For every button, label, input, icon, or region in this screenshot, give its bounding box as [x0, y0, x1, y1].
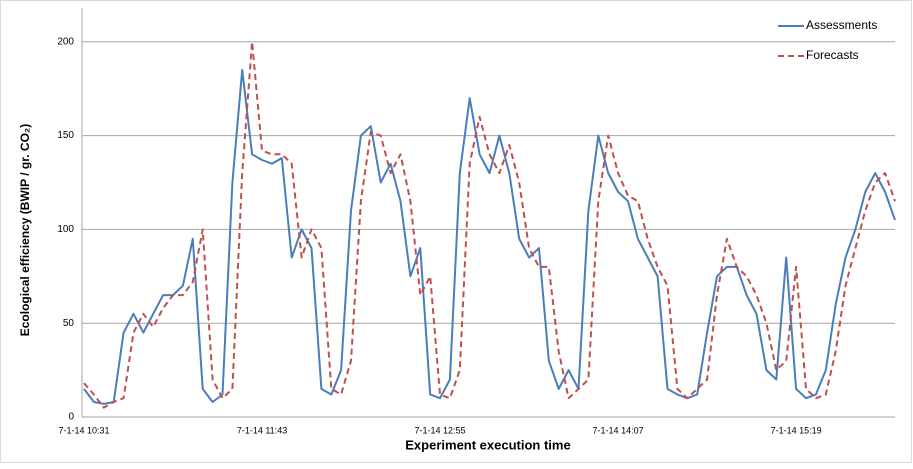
legend-label: Forecasts — [806, 48, 859, 62]
x-tick-label: 7-1-14 15:19 — [771, 425, 822, 435]
x-axis-label: Experiment execution time — [405, 437, 570, 452]
x-tick-label: 7-1-14 14:07 — [593, 425, 644, 435]
series-line — [83, 40, 896, 409]
y-tick-label: 100 — [57, 224, 74, 235]
x-tick-label: 7-1-14 12:55 — [415, 425, 466, 435]
x-tick-label: 7-1-14 10:31 — [58, 425, 109, 435]
x-tick-label: 7-1-14 11:43 — [237, 425, 287, 435]
y-axis-label: Ecological efficiency (BWIP / gr. CO₂) — [18, 124, 32, 337]
y-tick-label: 50 — [63, 318, 75, 329]
series-line — [83, 68, 896, 405]
y-tick-label: 0 — [68, 412, 74, 423]
y-tick-label: 200 — [57, 36, 74, 47]
y-tick-label: 150 — [57, 130, 74, 141]
legend-label: Assessments — [806, 18, 877, 32]
